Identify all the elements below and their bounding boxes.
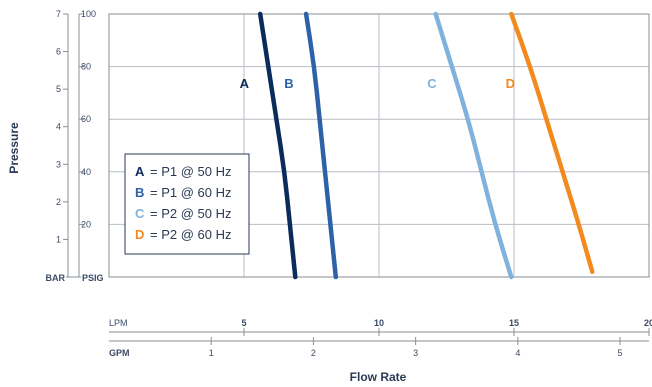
- curve-c: [433, 11, 514, 280]
- curve-label-a: A: [240, 76, 250, 91]
- gpm-tick-label-3: 3: [413, 348, 418, 358]
- curves: [257, 11, 595, 280]
- legend-text-c: = P2 @ 50 Hz: [150, 206, 232, 221]
- legend-key-d: D: [135, 227, 144, 242]
- x-axis-title: Flow Rate: [350, 370, 407, 384]
- psig-tick-label-20: 20: [81, 219, 91, 229]
- gpm-tick-label-4: 4: [515, 348, 520, 358]
- bar-tick-label-6: 6: [56, 47, 61, 57]
- curve-label-d: D: [506, 76, 515, 91]
- lpm-tick-label-5: 5: [241, 318, 246, 328]
- legend-box: [124, 153, 250, 255]
- curve-label-b: B: [284, 76, 293, 91]
- psig-unit-label: PSIG: [82, 273, 104, 283]
- legend-key-b: B: [135, 185, 144, 200]
- legend: A = P1 @ 50 Hz B = P1 @ 60 Hz C = P2 @ 50 Hz D…: [124, 153, 250, 255]
- gpm-tick-label-5: 5: [618, 348, 623, 358]
- gpm-tick-label-2: 2: [311, 348, 316, 358]
- legend-key-c: C: [135, 206, 145, 221]
- legend-key-a: A: [135, 164, 145, 179]
- psig-tick-label-60: 60: [81, 114, 91, 124]
- y-axis: 1 2 3 4 5 6 7 20 40 60 80 100 BAR PSIG: [46, 9, 104, 283]
- curve-d: [509, 11, 595, 274]
- curve-label-c: C: [427, 76, 437, 91]
- plot-frame: [108, 13, 650, 278]
- legend-text-a: = P1 @ 50 Hz: [150, 164, 232, 179]
- gpm-tick-label-1: 1: [209, 348, 214, 358]
- bar-tick-label-3: 3: [56, 159, 61, 169]
- bar-tick-label-7: 7: [56, 9, 61, 19]
- curve-a: [257, 11, 298, 280]
- lpm-unit-label: LPM: [109, 318, 128, 328]
- bar-tick-label-2: 2: [56, 197, 61, 207]
- psig-tick-label-40: 40: [81, 167, 91, 177]
- y-axis-title: Pressure: [7, 122, 21, 174]
- lpm-tick-label-15: 15: [509, 318, 519, 328]
- bar-tick-label-5: 5: [56, 84, 61, 94]
- legend-text-d: = P2 @ 60 Hz: [150, 227, 232, 242]
- lpm-tick-label-10: 10: [374, 318, 384, 328]
- lpm-tick-label-20: 20: [644, 318, 652, 328]
- gpm-unit-label: GPM: [109, 348, 130, 358]
- x-axis: LPM 5 10 15 20 GPM 1 2 3 4 5: [109, 318, 652, 358]
- bar-tick-label-4: 4: [56, 122, 61, 132]
- bar-unit-label: BAR: [46, 273, 66, 283]
- bar-tick-label-1: 1: [56, 234, 61, 244]
- psig-tick-label-80: 80: [81, 62, 91, 72]
- psig-tick-label-100: 100: [81, 9, 96, 19]
- curve-b: [303, 11, 339, 280]
- curve-labels: A B C D: [240, 76, 515, 91]
- legend-text-b: = P1 @ 60 Hz: [150, 185, 232, 200]
